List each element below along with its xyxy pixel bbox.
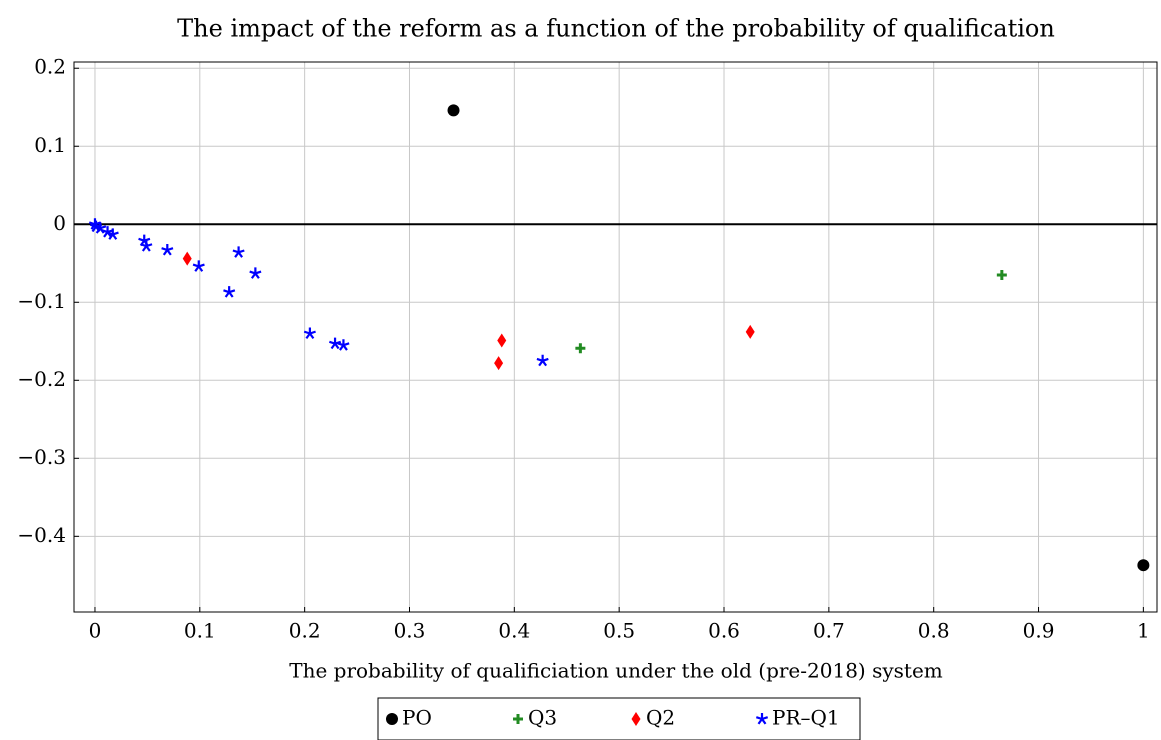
x-tick-label: 0.2 [289, 619, 321, 643]
y-tick-label: 0.2 [34, 55, 66, 79]
point [106, 228, 119, 240]
x-tick-label: 0.3 [394, 619, 426, 643]
x-tick-label: 0.8 [918, 619, 950, 643]
x-tick-label: 0.4 [498, 619, 530, 643]
x-tick-label: 0.5 [603, 619, 635, 643]
x-tick-label: 0.1 [184, 619, 216, 643]
chart-title: The impact of the reform as a function o… [177, 15, 1055, 43]
point [447, 104, 460, 117]
point [536, 354, 549, 367]
x-axis-label: The probability of qualificiation under … [289, 659, 943, 683]
point [138, 234, 151, 247]
point [182, 251, 192, 266]
x-tick-label: 1 [1137, 619, 1150, 643]
x-tick-label: 0.9 [1023, 619, 1055, 643]
y-tick-label: 0 [53, 211, 66, 235]
point [337, 339, 350, 351]
point [329, 337, 342, 350]
legend-marker [513, 714, 523, 724]
legend-label: PO [402, 706, 432, 730]
y-tick-label: −0.3 [17, 445, 66, 469]
y-tick-label: −0.1 [17, 289, 66, 313]
legend-label: Q3 [528, 706, 557, 730]
x-tick-label: 0.7 [813, 619, 845, 643]
y-tick-label: 0.1 [34, 133, 66, 157]
x-tick-label: 0 [89, 619, 102, 643]
point [1137, 559, 1150, 572]
y-tick-label: −0.4 [17, 523, 66, 547]
legend-frame [377, 697, 861, 740]
legend-marker [386, 713, 398, 725]
legend-marker [755, 713, 769, 725]
point [161, 244, 174, 256]
point [303, 327, 316, 339]
legend: PO Q3 Q2 PR–Q1 [377, 697, 861, 740]
point [996, 269, 1007, 280]
point [575, 343, 586, 354]
legend-marker [631, 712, 641, 726]
point [192, 260, 205, 272]
point [89, 220, 103, 233]
legend-label: Q2 [646, 706, 675, 730]
point [494, 356, 504, 371]
point [101, 226, 114, 238]
y-tick-label: −0.2 [17, 367, 66, 391]
point [232, 246, 245, 258]
point [249, 267, 262, 279]
point [497, 333, 507, 348]
legend-label: PR–Q1 [772, 706, 840, 730]
plot-frame [73, 61, 1158, 613]
point [140, 240, 153, 252]
point [745, 324, 755, 339]
point [223, 286, 236, 298]
x-tick-label: 0.6 [708, 619, 740, 643]
